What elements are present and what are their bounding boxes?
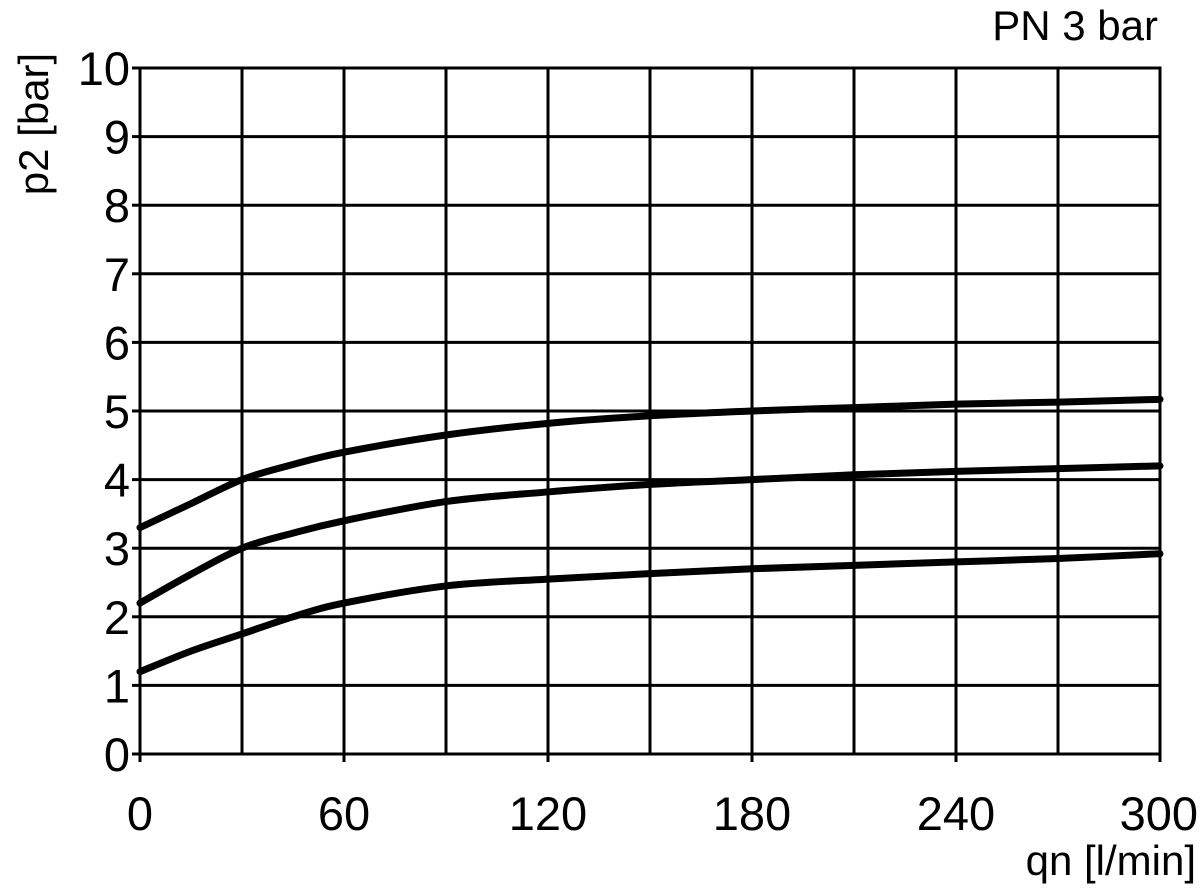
series-line-3	[136, 550, 1164, 676]
grid	[138, 66, 1162, 756]
y-tick-label: 0	[104, 728, 130, 781]
y-tick-label: 6	[104, 316, 130, 369]
x-tick-label: 0	[127, 787, 153, 840]
y-tick-label: 9	[104, 111, 130, 164]
x-tick-label: 120	[509, 787, 587, 840]
series-line-2	[136, 462, 1164, 607]
y-tick-label: 1	[104, 659, 130, 712]
y-tick-label: 2	[104, 591, 130, 644]
x-tick-label: 240	[917, 787, 995, 840]
series-group	[136, 395, 1164, 676]
series-line-1	[136, 395, 1164, 532]
x-tick-label: 60	[318, 787, 370, 840]
y-axis-ticks: 0 1 2 3 4 5 6 7 8 9 10	[78, 42, 140, 781]
x-axis-label: qn [l/min]	[1026, 837, 1196, 884]
y-tick-label: 10	[78, 42, 130, 95]
x-tick-label: 180	[713, 787, 791, 840]
y-tick-label: 8	[104, 179, 130, 232]
y-axis-label: p2 [bar]	[10, 53, 57, 195]
chart-title: PN 3 bar	[992, 2, 1158, 49]
x-axis-ticks: 0 60 120 180 240 300	[127, 754, 1198, 840]
y-tick-label: 7	[104, 248, 130, 301]
x-tick-label: 300	[1120, 787, 1198, 840]
y-tick-label: 4	[104, 454, 130, 507]
y-tick-label: 3	[104, 522, 130, 575]
y-tick-label: 5	[104, 385, 130, 438]
